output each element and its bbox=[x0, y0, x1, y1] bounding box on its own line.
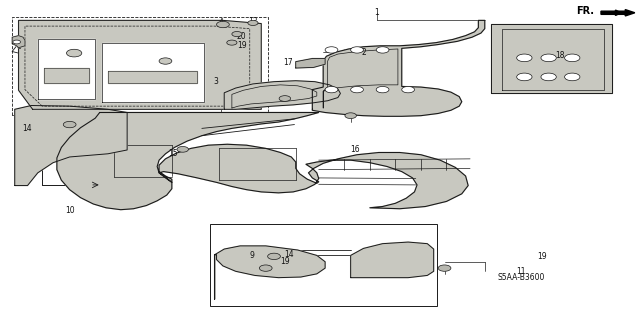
Circle shape bbox=[564, 73, 580, 81]
Text: 18: 18 bbox=[555, 51, 564, 60]
Text: 10: 10 bbox=[65, 206, 74, 215]
Circle shape bbox=[13, 40, 20, 44]
Circle shape bbox=[541, 54, 556, 62]
Circle shape bbox=[232, 32, 242, 37]
Text: 11: 11 bbox=[516, 267, 526, 276]
Text: 19: 19 bbox=[537, 252, 547, 261]
Circle shape bbox=[248, 20, 258, 26]
Polygon shape bbox=[312, 20, 484, 116]
Text: 19: 19 bbox=[280, 257, 290, 266]
Polygon shape bbox=[102, 43, 204, 102]
Text: 1: 1 bbox=[374, 8, 379, 17]
Text: 19: 19 bbox=[237, 41, 246, 50]
Text: 9: 9 bbox=[250, 251, 255, 260]
FancyArrow shape bbox=[601, 10, 635, 16]
Text: 4: 4 bbox=[219, 19, 223, 27]
Circle shape bbox=[227, 40, 237, 45]
Polygon shape bbox=[19, 20, 261, 109]
Circle shape bbox=[159, 58, 172, 64]
Circle shape bbox=[268, 253, 280, 260]
Polygon shape bbox=[108, 70, 197, 83]
Polygon shape bbox=[214, 246, 325, 299]
Polygon shape bbox=[296, 58, 325, 68]
Circle shape bbox=[376, 47, 389, 53]
Polygon shape bbox=[44, 68, 89, 83]
Polygon shape bbox=[351, 242, 434, 278]
Circle shape bbox=[376, 86, 389, 93]
Polygon shape bbox=[12, 36, 25, 48]
Text: FR.: FR. bbox=[577, 6, 595, 16]
Polygon shape bbox=[491, 24, 612, 93]
Circle shape bbox=[325, 86, 338, 93]
Circle shape bbox=[516, 54, 532, 62]
Polygon shape bbox=[38, 40, 95, 99]
Text: 8: 8 bbox=[16, 42, 21, 51]
Text: 14: 14 bbox=[22, 124, 31, 133]
Circle shape bbox=[438, 265, 451, 271]
Text: 14: 14 bbox=[284, 250, 294, 259]
Text: 17: 17 bbox=[284, 58, 293, 67]
Circle shape bbox=[351, 86, 364, 93]
Polygon shape bbox=[224, 81, 340, 109]
Circle shape bbox=[177, 146, 188, 152]
Polygon shape bbox=[57, 113, 468, 210]
Circle shape bbox=[279, 96, 291, 101]
Circle shape bbox=[516, 73, 532, 81]
Circle shape bbox=[541, 73, 556, 81]
Text: 13: 13 bbox=[282, 92, 291, 101]
Text: 7: 7 bbox=[119, 63, 124, 72]
Circle shape bbox=[402, 86, 415, 93]
Bar bbox=[210, 224, 437, 306]
Circle shape bbox=[351, 47, 364, 53]
Text: 6: 6 bbox=[85, 60, 90, 69]
Circle shape bbox=[259, 265, 272, 271]
Text: 2: 2 bbox=[361, 48, 366, 57]
Circle shape bbox=[345, 113, 356, 119]
Text: 16: 16 bbox=[351, 145, 360, 154]
Circle shape bbox=[67, 49, 82, 57]
Text: 5: 5 bbox=[171, 69, 175, 78]
Circle shape bbox=[564, 54, 580, 62]
Text: 12: 12 bbox=[248, 17, 258, 26]
Polygon shape bbox=[15, 106, 127, 186]
Text: 15: 15 bbox=[168, 149, 178, 158]
Text: S5AA-B3600: S5AA-B3600 bbox=[497, 272, 545, 281]
Circle shape bbox=[63, 122, 76, 128]
Text: 20: 20 bbox=[237, 32, 246, 41]
Text: 3: 3 bbox=[213, 77, 218, 86]
Circle shape bbox=[325, 47, 338, 53]
Text: 19: 19 bbox=[287, 95, 296, 104]
Circle shape bbox=[216, 21, 229, 28]
